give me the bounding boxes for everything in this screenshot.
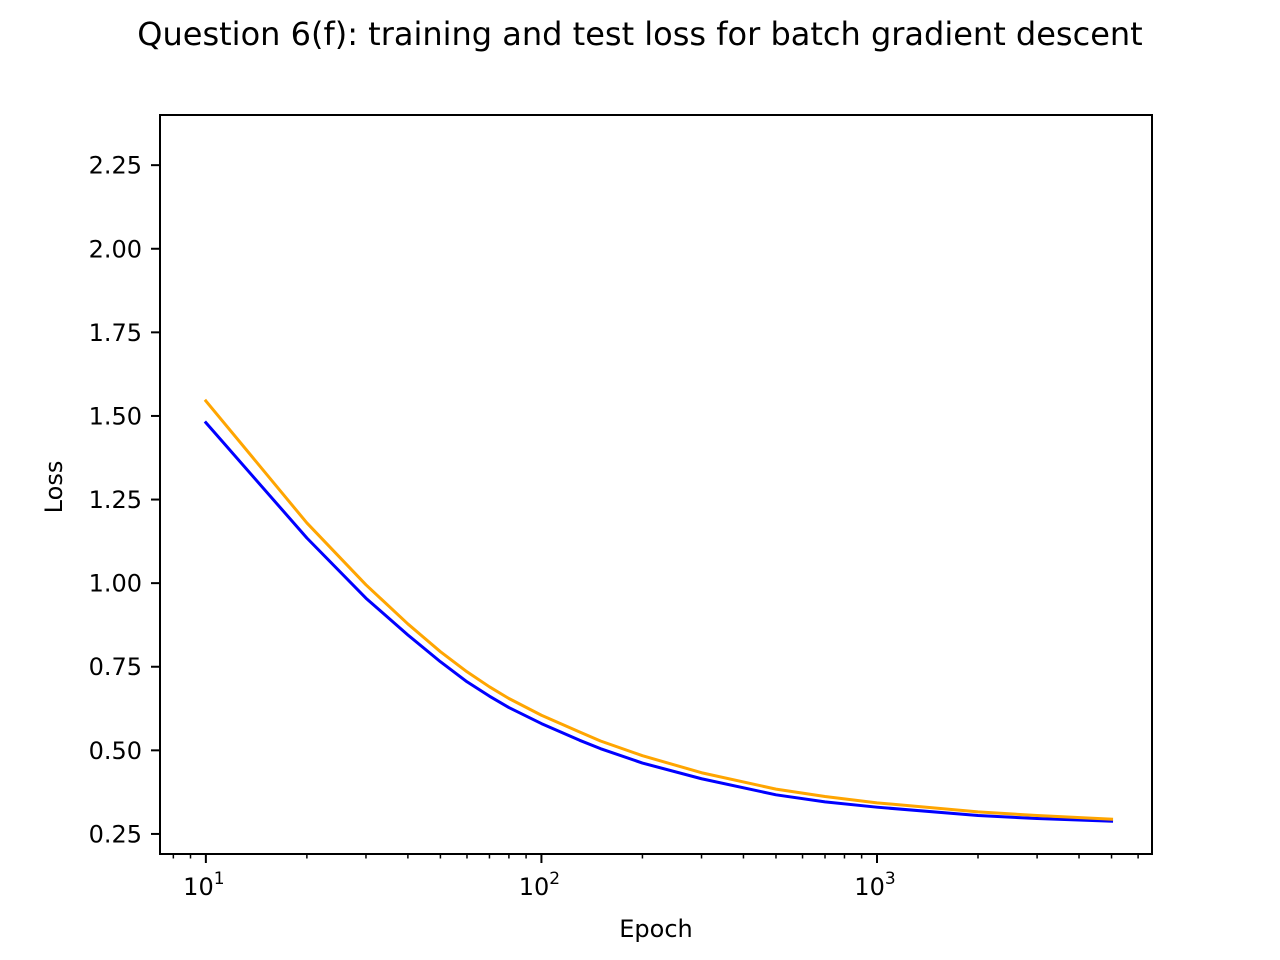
series-line-0 (203, 420, 1114, 823)
plot-lines (203, 398, 1114, 823)
x-axis-label: Epoch (619, 915, 693, 943)
y-tick-label: 0.25 (89, 820, 142, 848)
plot-frame (159, 114, 1153, 855)
y-tick-label: 0.75 (89, 653, 142, 681)
y-axis-label: Loss (40, 461, 68, 514)
x-tick-label: 103 (854, 869, 895, 901)
x-tick-label: 102 (519, 869, 560, 901)
y-tick-label: 1.50 (89, 402, 142, 430)
y-tick-label: 1.25 (89, 486, 142, 514)
x-tick-label: 101 (183, 869, 224, 901)
chart-title: Question 6(f): training and test loss fo… (137, 15, 1142, 53)
y-axis: 0.25 0.50 0.75 1.00 1.25 1.50 1.75 2.00 2.25 (89, 152, 160, 848)
y-tick-label: 0.50 (89, 737, 142, 765)
x-axis: 101 102 103 (172, 854, 1139, 901)
y-tick-label: 2.00 (89, 235, 142, 263)
y-tick-label: 1.00 (89, 570, 142, 598)
y-tick-label: 1.75 (89, 319, 142, 347)
series-line-1 (203, 398, 1114, 821)
y-tick-label: 2.25 (89, 152, 142, 180)
